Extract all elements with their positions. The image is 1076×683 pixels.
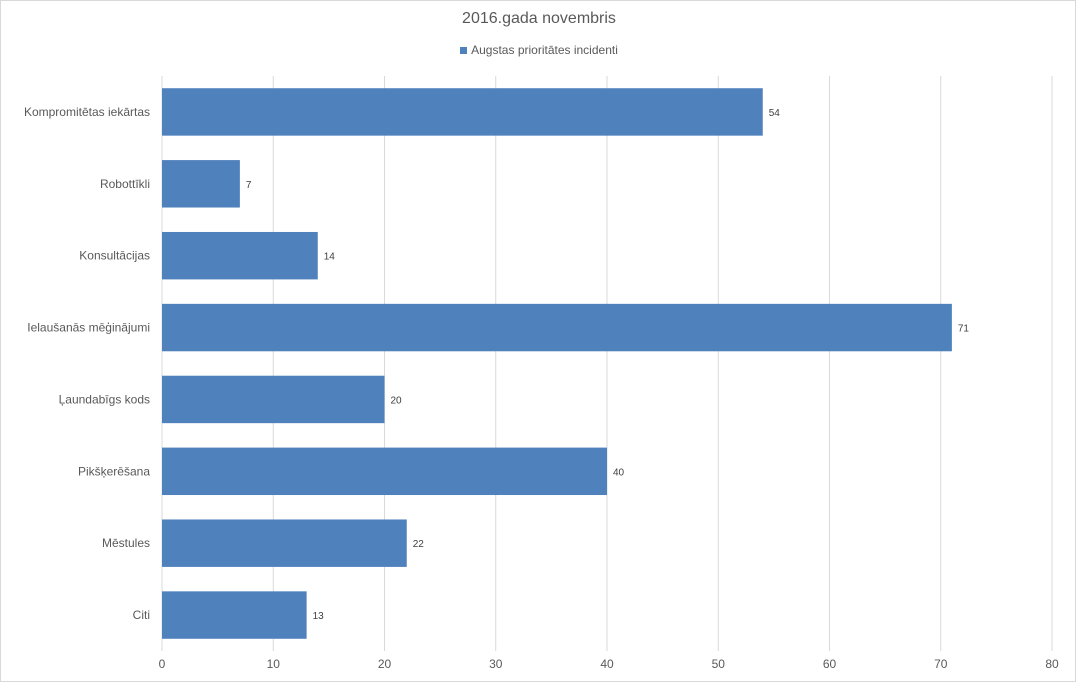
data-label: 7: [246, 180, 252, 191]
x-tick-label: 80: [1045, 657, 1059, 671]
bar: [162, 591, 307, 639]
category-label: Kompromitētas iekārtas: [24, 105, 150, 119]
data-label: 22: [413, 539, 425, 550]
category-label: Ielaušanās mēģinājumi: [27, 321, 150, 335]
data-label: 40: [613, 467, 625, 478]
x-tick-label: 0: [159, 657, 166, 671]
bar: [162, 519, 407, 567]
x-tick-label: 50: [712, 657, 726, 671]
data-label: 71: [958, 324, 970, 335]
bar: [162, 303, 952, 352]
x-tick-label: 20: [378, 657, 392, 671]
category-label: Ļaundabīgs kods: [59, 392, 150, 406]
bar: [162, 88, 763, 136]
category-label: Robottīkli: [100, 177, 150, 191]
data-label: 20: [391, 395, 403, 406]
bar: [162, 160, 240, 208]
chart-title: 2016.gada novembris: [462, 10, 616, 27]
legend-label: Augstas prioritātes incidenti: [471, 43, 618, 57]
data-label: 14: [324, 252, 336, 263]
data-label: 13: [313, 611, 325, 622]
x-tick-label: 40: [600, 657, 614, 671]
x-tick-label: 60: [823, 657, 837, 671]
x-tick-label: 30: [489, 657, 503, 671]
x-tick-label: 70: [934, 657, 948, 671]
bar: [162, 231, 318, 280]
legend: Augstas prioritātes incidenti: [1, 43, 1076, 57]
data-label: 54: [769, 108, 781, 119]
bar: [162, 447, 607, 496]
category-label: Konsultācijas: [79, 249, 150, 263]
category-label: Pikšķerēšana: [78, 464, 150, 478]
legend-swatch: [460, 47, 468, 54]
category-label: Mēstules: [102, 536, 150, 550]
category-label: Citi: [133, 608, 150, 622]
x-tick-label: 10: [267, 657, 281, 671]
bar: [162, 375, 385, 424]
